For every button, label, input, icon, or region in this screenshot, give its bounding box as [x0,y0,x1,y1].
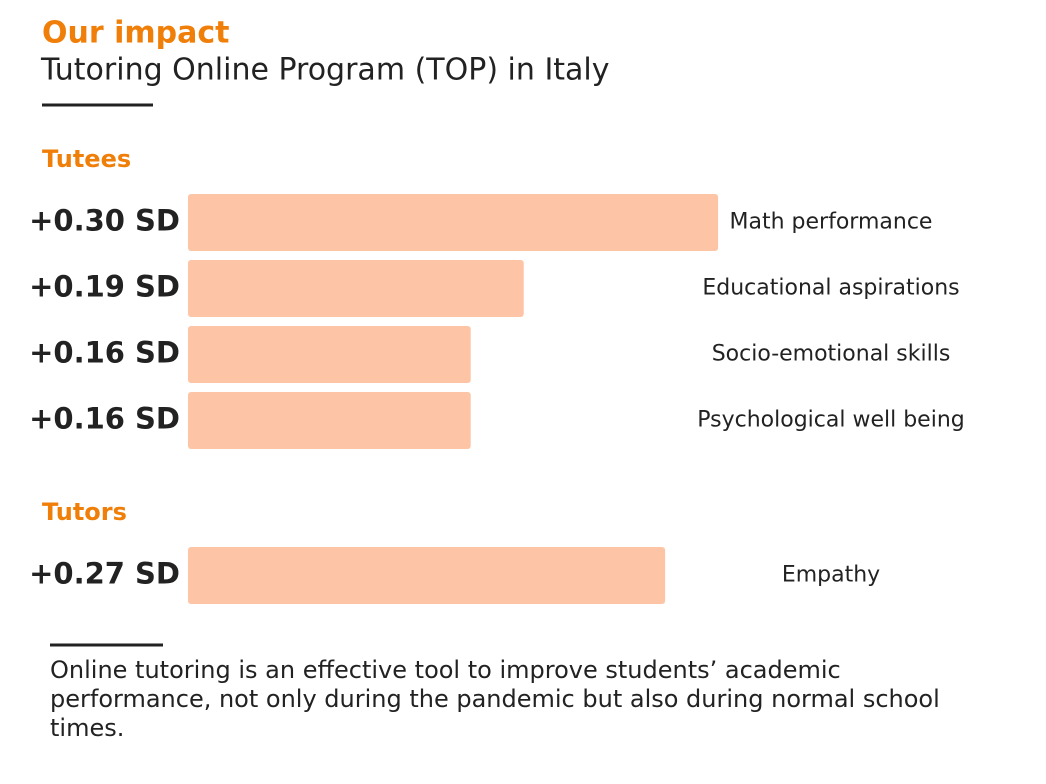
title: Our impact [42,16,230,51]
value-label: +0.16 SD [29,336,180,370]
group-title: Tutees [42,145,131,173]
bar [188,194,719,251]
category-label: Math performance [730,210,933,235]
value-label: +0.27 SD [29,557,180,591]
category-label: Empathy [782,563,880,588]
category-label: Educational aspirations [702,276,959,301]
category-label: Socio-emotional skills [712,342,951,367]
subtitle: Tutoring Online Program (TOP) in Italy [40,53,610,88]
group-title: Tutors [42,498,127,526]
bar [188,392,471,449]
bar [188,326,471,383]
value-label: +0.30 SD [29,204,180,238]
note: Online tutoring is an effective tool to … [50,656,940,742]
value-label: +0.16 SD [29,402,180,436]
bar [188,547,666,604]
category-label: Psychological well being [697,408,964,433]
bar [188,260,524,317]
value-label: +0.19 SD [29,270,180,304]
